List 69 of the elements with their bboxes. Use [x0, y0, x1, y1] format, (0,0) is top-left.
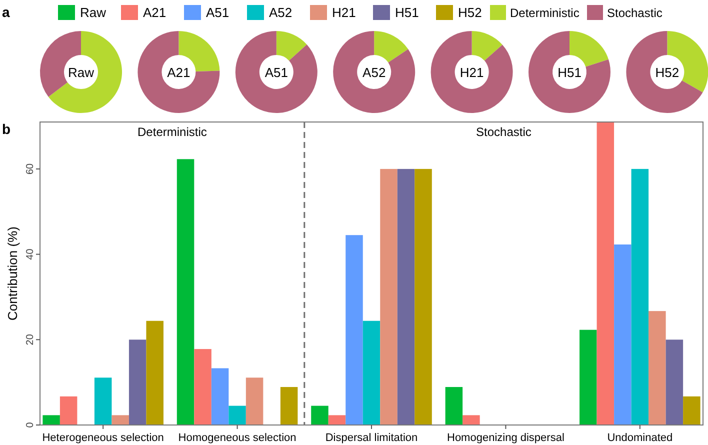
legend-label: Deterministic	[510, 6, 580, 20]
x-tick-label: Homogenizing dispersal	[447, 432, 564, 444]
annotation: Stochastic	[476, 125, 532, 139]
legend-label: A52	[269, 5, 292, 20]
bar	[128, 340, 146, 425]
legend-label: H21	[332, 5, 356, 20]
y-tick-label: 20	[25, 334, 36, 346]
text: b	[2, 121, 11, 137]
donut-slice	[570, 31, 608, 67]
y-tick-label: 40	[25, 248, 36, 260]
bar	[648, 311, 666, 425]
donut-slice	[528, 31, 610, 113]
donut-slice	[48, 31, 122, 113]
legend-label: A21	[143, 5, 166, 20]
donut-slice	[430, 31, 513, 113]
bar	[346, 235, 363, 425]
text: A51	[264, 65, 288, 80]
x-tick-label: Homogeneous selection	[178, 432, 296, 444]
bar	[328, 415, 346, 425]
y-axis-title: Contribution (%)	[5, 226, 20, 320]
donut-slice	[276, 31, 307, 61]
donut-slice	[138, 31, 220, 113]
bar	[580, 330, 597, 425]
bar	[683, 396, 700, 425]
donut-slice	[235, 31, 318, 113]
legend-label: Raw	[80, 5, 107, 20]
bar	[60, 396, 78, 425]
bar	[462, 415, 480, 425]
x-tick-label: Dispersal limitation	[325, 432, 418, 444]
legend-label: H51	[395, 5, 419, 20]
bar	[228, 406, 246, 425]
bar	[666, 340, 684, 425]
bar	[246, 378, 264, 425]
donut-slice	[626, 31, 703, 113]
bar	[397, 168, 415, 425]
x-tick-label: Heterogeneous selection	[42, 432, 164, 444]
bar	[380, 168, 398, 425]
bar	[94, 378, 112, 425]
bar	[112, 415, 129, 425]
bar	[614, 244, 632, 425]
legend-label: Stochastic	[607, 6, 662, 20]
bar	[414, 168, 432, 425]
bar	[311, 406, 328, 425]
donut-slice	[333, 31, 416, 113]
bar	[596, 122, 614, 425]
text: a	[2, 4, 10, 20]
donut-slice	[472, 31, 502, 61]
bar	[211, 368, 229, 425]
donut-slice	[374, 31, 408, 63]
text: A21	[167, 65, 190, 80]
text: H51	[558, 65, 582, 80]
text: A52	[362, 65, 386, 80]
text: Raw	[68, 65, 95, 80]
legend-label: A51	[206, 5, 230, 20]
bar	[445, 387, 463, 425]
bar	[146, 320, 164, 425]
annotation: Deterministic	[138, 125, 207, 139]
bar	[280, 387, 298, 425]
y-tick-label: 60	[25, 162, 36, 175]
bar	[42, 415, 60, 425]
bar	[362, 320, 380, 425]
bar	[176, 159, 194, 425]
legend-label: H52	[458, 5, 482, 20]
bar	[631, 168, 649, 425]
text: H21	[460, 65, 484, 80]
bar	[194, 349, 212, 425]
text: H52	[655, 65, 680, 80]
x-tick-label: Undominated	[607, 432, 673, 444]
y-tick-label: 0	[25, 422, 36, 428]
